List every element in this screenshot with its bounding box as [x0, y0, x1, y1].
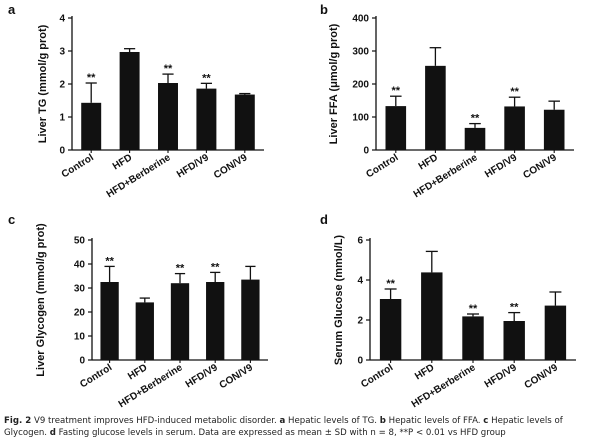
significance-mark: ** [211, 261, 220, 273]
panel-label-d: d [320, 212, 328, 227]
y-tick-label: 200 [352, 80, 369, 91]
significance-mark: ** [176, 263, 185, 275]
y-tick-label: 0 [357, 356, 363, 367]
x-tick-label: HFD [126, 362, 149, 382]
bar [100, 282, 119, 360]
chart-panel-a: a Liver TG (mmol/g prot) 0 1 2 3 4 ** Control HFD… [8, 2, 264, 200]
bar [196, 88, 217, 150]
chart-panel-c: c Liver Glycogen (mmol/g prot) 0 10 20 30 40 50… [8, 212, 268, 410]
significance-mark: ** [386, 278, 395, 290]
y-axis-label: Liver TG (mmol/g prot) [37, 24, 49, 143]
significance-mark: ** [510, 302, 519, 314]
x-tick-label: Control [364, 152, 400, 180]
y-tick-label: 20 [74, 308, 86, 319]
x-tick-label: HFD [413, 362, 436, 382]
bar [425, 65, 446, 150]
caption-text-a: Hepatic levels of TG. [285, 416, 380, 426]
y-tick-label: 30 [74, 284, 86, 295]
y-tick-label: 0 [59, 146, 65, 157]
significance-mark: ** [392, 85, 401, 97]
bar [543, 109, 565, 150]
bar [464, 127, 486, 150]
y-tick-label: 100 [352, 113, 369, 124]
figure-panels: a Liver TG (mmol/g prot) 0 1 2 3 4 ** Control HFD… [8, 2, 576, 410]
significance-mark: ** [87, 72, 96, 84]
y-tick-label: 50 [74, 236, 86, 247]
y-tick-label: 4 [357, 276, 363, 287]
bar [385, 106, 407, 150]
y-tick-label: 40 [74, 260, 86, 271]
caption-text-intro: V9 treatment improves HFD-induced metabo… [31, 416, 280, 426]
caption-text-c: Hepatic levels of Glycogen. [4, 416, 563, 438]
caption-label-a: a [279, 416, 286, 426]
x-tick-label: HFD/V9 [184, 362, 220, 390]
bar [234, 94, 255, 150]
bar [170, 283, 190, 360]
y-tick-label: 2 [59, 80, 65, 91]
x-tick-label: HFD [417, 152, 440, 172]
significance-mark: ** [105, 255, 114, 267]
y-tick-label: 4 [59, 14, 65, 25]
x-tick-label: CON/V9 [521, 152, 559, 181]
y-tick-label: 10 [74, 332, 86, 343]
caption-text-d: Fasting glucose levels in serum. Data ar… [55, 428, 506, 438]
significance-mark: ** [202, 72, 211, 84]
x-tick-label: HFD+Berberine [105, 152, 173, 200]
y-axis-label: Serum Glucose (mmol/L) [333, 235, 345, 366]
x-tick-label: HFD/V9 [483, 152, 519, 180]
bar [544, 305, 567, 360]
panel-label-b: b [320, 2, 328, 17]
caption-label-c: c [483, 416, 489, 426]
x-tick-label: Control [359, 362, 395, 390]
x-tick-label: CON/V9 [212, 152, 250, 181]
x-tick-label: HFD [111, 152, 134, 172]
y-tick-label: 2 [357, 316, 363, 327]
y-tick-label: 6 [357, 236, 363, 247]
bar [503, 321, 525, 360]
bar [81, 102, 102, 150]
caption-fig-label: Fig. 2 [4, 416, 32, 426]
significance-mark: ** [471, 113, 480, 125]
bar [135, 302, 154, 360]
panel-label-c: c [8, 212, 15, 227]
x-tick-label: HFD+Berberine [117, 362, 185, 410]
significance-mark: ** [164, 63, 173, 75]
caption-text-b: Hepatic levels of FFA. [385, 416, 484, 426]
y-tick-label: 0 [363, 146, 369, 157]
bar [462, 316, 484, 360]
bar [504, 106, 525, 150]
y-axis-label: Liver FFA (μmol/g prot) [328, 23, 340, 144]
y-axis-label: Liver Glycogen (mmol/g prot) [35, 223, 47, 377]
panel-label-a: a [8, 2, 16, 17]
y-tick-label: 300 [352, 47, 369, 58]
bar [241, 279, 260, 360]
bar [119, 51, 140, 150]
bar [421, 272, 443, 360]
significance-mark: ** [469, 303, 478, 315]
bar [379, 299, 402, 360]
bar [158, 83, 178, 150]
y-tick-label: 1 [59, 113, 65, 124]
y-tick-label: 3 [59, 47, 65, 58]
x-tick-label: HFD/V9 [483, 362, 519, 390]
x-tick-label: Control [60, 152, 96, 180]
y-tick-label: 400 [352, 14, 369, 25]
significance-mark: ** [510, 86, 519, 98]
x-tick-label: HFD/V9 [175, 152, 211, 180]
x-tick-label: CON/V9 [523, 362, 561, 391]
caption-label-d: d [49, 428, 56, 438]
figure-caption: Fig. 2 V9 treatment improves HFD-induced… [4, 415, 598, 439]
x-tick-label: CON/V9 [218, 362, 256, 391]
chart-panel-d: d Serum Glucose (mmol/L) 0 2 4 6 ** Control HFD *… [320, 212, 576, 410]
y-tick-label: 0 [79, 356, 85, 367]
bar [206, 282, 225, 360]
caption-label-b: b [379, 416, 386, 426]
